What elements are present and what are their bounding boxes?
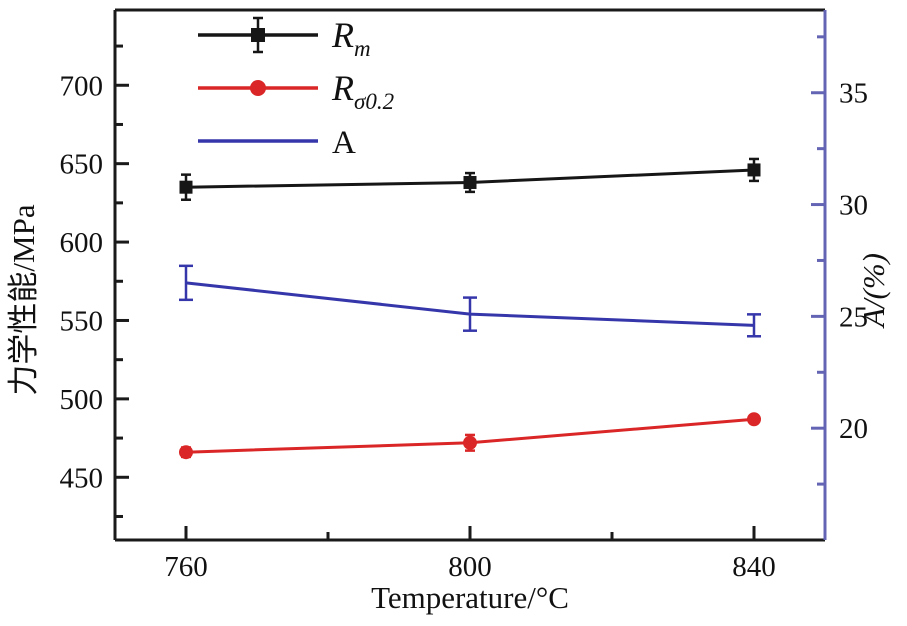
left-axis-title: 力学性能/MPa <box>6 204 41 395</box>
legend-label: A <box>332 125 356 161</box>
data-point-square <box>179 180 193 194</box>
legend-label: Rσ0.2 <box>331 68 394 114</box>
x-tick-label: 760 <box>164 551 208 583</box>
right-tick-label: 25 <box>839 301 868 333</box>
left-tick-label: 600 <box>60 227 104 259</box>
data-point-square <box>747 163 761 177</box>
left-axis: 450 500 550 600 650 700 力学性能/MPa <box>6 44 129 518</box>
data-point-circle <box>463 435 477 450</box>
legend-item-A: A <box>198 125 356 161</box>
right-tick-label: 30 <box>839 190 868 222</box>
series-Rsigma0.2 <box>179 412 761 460</box>
left-tick-label: 700 <box>60 70 104 102</box>
series-Rm <box>179 157 761 201</box>
left-tick-label: 500 <box>60 384 104 416</box>
left-tick-label: 550 <box>60 305 104 337</box>
right-axis: 20 25 30 35 A/(%) <box>811 35 891 486</box>
legend-item-Rsigma0.2: Rσ0.2 <box>198 68 394 114</box>
x-tick-label: 840 <box>732 551 776 583</box>
x-axis: 760 800 840 Temperature/°C <box>164 526 776 615</box>
legend-label: Rm <box>331 15 371 61</box>
data-point-circle <box>747 412 761 427</box>
legend-item-Rm: Rm <box>198 15 371 61</box>
data-point-square <box>463 175 477 189</box>
x-axis-title: Temperature/°C <box>371 580 569 615</box>
data-point-circle <box>179 445 193 460</box>
legend: Rm Rσ0.2 A <box>198 15 394 161</box>
right-axis-title: A/(%) <box>856 253 891 329</box>
series-A <box>179 264 761 338</box>
right-tick-label: 20 <box>839 413 868 445</box>
x-tick-label: 800 <box>448 551 492 583</box>
right-tick-label: 35 <box>839 78 868 110</box>
left-tick-label: 450 <box>60 462 104 494</box>
left-tick-label: 650 <box>60 149 104 181</box>
